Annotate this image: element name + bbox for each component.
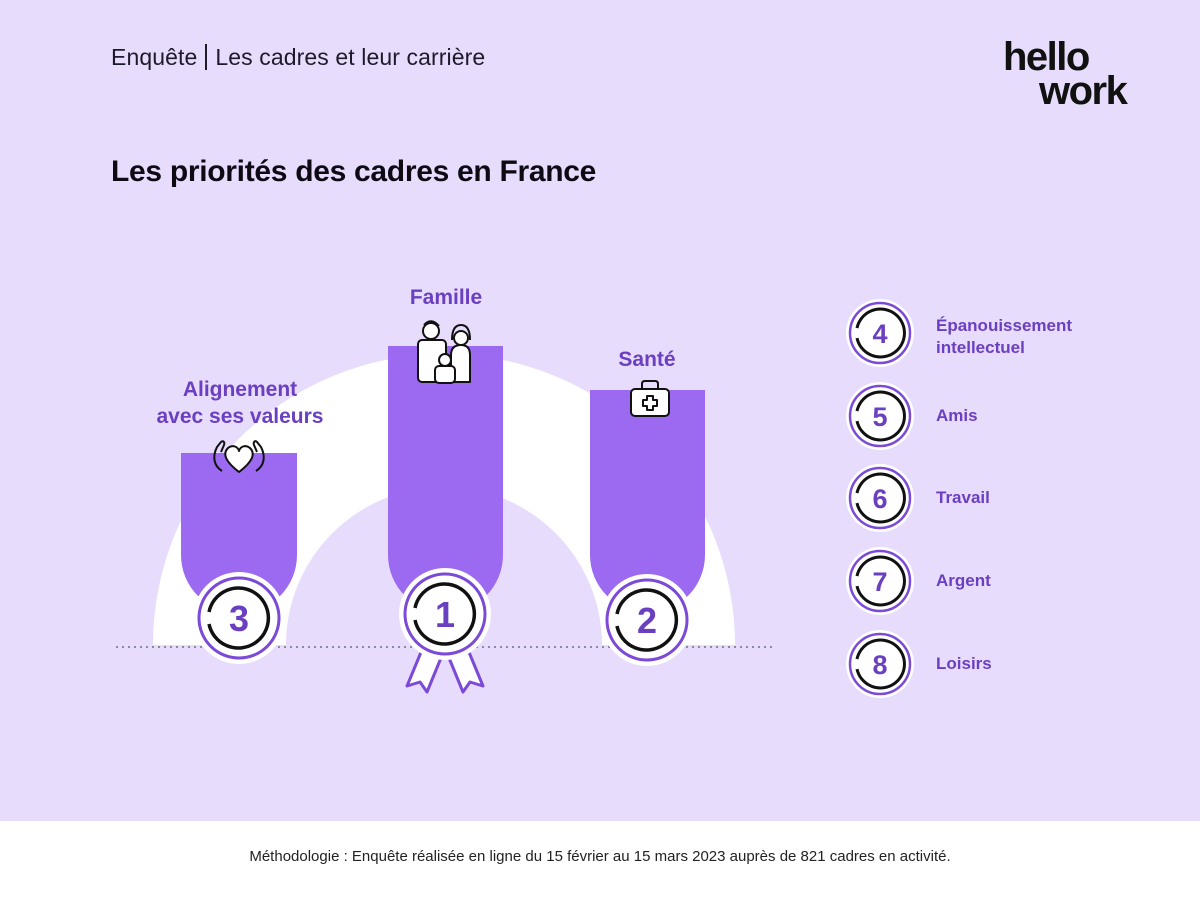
rank-1-number: 1 xyxy=(435,594,455,635)
badge-rank-4 xyxy=(846,299,914,367)
kicker-topic: Les cadres et leur carrière xyxy=(215,44,486,70)
page-title: Les priorités des cadres en France xyxy=(111,155,597,188)
label-rank-4-line1: Épanouissement xyxy=(936,316,1073,335)
kicker-separator xyxy=(205,44,208,70)
label-rank-8: Loisirs xyxy=(936,654,992,673)
label-rank-1: Famille xyxy=(409,286,483,309)
podium-graphic: 3 1 2 xyxy=(116,299,914,698)
label-rank-4-line2: intellectuel xyxy=(936,338,1025,357)
label-rank-6: Travail xyxy=(936,488,990,507)
methodology-note: Méthodologie : Enquête réalisée en ligne… xyxy=(249,848,951,865)
badge-rank-7 xyxy=(846,547,914,615)
badge-rank-2 xyxy=(601,574,693,666)
badge-rank-6 xyxy=(846,464,914,532)
bar-rank-1 xyxy=(388,346,503,613)
label-rank-3-line2: avec ses valeurs xyxy=(156,405,324,428)
rank-2-number: 2 xyxy=(637,600,657,641)
hellowork-logo: hello work xyxy=(1003,36,1143,112)
label-rank-2: Santé xyxy=(618,348,676,371)
rank-7-number: 7 xyxy=(872,567,887,597)
kicker-category: Enquête xyxy=(111,44,198,70)
logo-line-1: hello xyxy=(1003,35,1090,79)
label-rank-3-line1: Alignement xyxy=(182,378,298,401)
family-icon xyxy=(417,320,471,384)
label-rank-3: Alignement avec ses valeurs xyxy=(157,376,324,430)
logo-line-2: work xyxy=(1039,69,1128,113)
bar-rank-3 xyxy=(181,453,297,613)
rank-4-number: 4 xyxy=(872,319,887,349)
medical-kit-icon xyxy=(630,380,670,417)
rank-5-number: 5 xyxy=(872,402,887,432)
badge-rank-8 xyxy=(846,630,914,698)
rank-8-number: 8 xyxy=(872,650,887,680)
heart-hands-icon xyxy=(213,440,265,473)
badge-rank-1 xyxy=(399,568,491,660)
kicker: Enquête Les cadres et leur carrière xyxy=(111,44,485,71)
label-rank-5: Amis xyxy=(936,406,978,425)
badge-rank-5 xyxy=(846,382,914,450)
rank-3-number: 3 xyxy=(229,598,249,639)
bar-rank-2 xyxy=(590,390,705,613)
badge-rank-3 xyxy=(193,572,285,664)
label-rank-4: Épanouissement intellectuel xyxy=(936,315,1072,359)
label-rank-7: Argent xyxy=(936,571,991,590)
rank-6-number: 6 xyxy=(872,484,887,514)
